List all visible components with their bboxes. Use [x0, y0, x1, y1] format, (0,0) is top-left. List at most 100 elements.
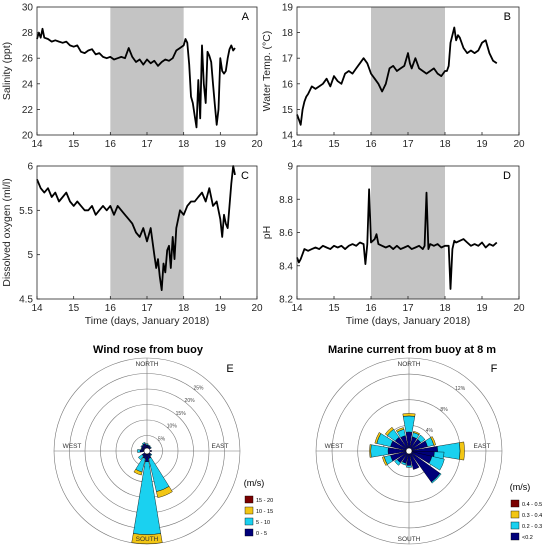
x-tick-label: 18 — [178, 139, 190, 150]
legend-swatch — [244, 528, 254, 537]
rose-legend: (m/s) 15 - 20 10 - 15 5 - 10 0 - 5 — [244, 478, 273, 537]
rose-petal-segment — [430, 436, 436, 446]
series-line — [296, 188, 498, 290]
compass-west: WEST — [325, 443, 344, 450]
y-tick-label: 26 — [22, 54, 34, 65]
x-tick-label: 20 — [251, 303, 263, 314]
legend-swatch — [510, 499, 520, 508]
x-tick-label: 16 — [105, 139, 117, 150]
y-tick-label: 6 — [27, 162, 33, 173]
panel-letter: E — [226, 363, 233, 375]
legend-swatch — [244, 495, 254, 504]
rose-petal-segment — [370, 444, 389, 458]
x-tick-label: 18 — [439, 303, 451, 314]
rose-petal-segment — [374, 432, 382, 444]
rose-title: Wind rose from buoy — [93, 344, 204, 356]
rose-petal-segment — [428, 456, 445, 471]
ring-label: 15% — [176, 411, 187, 417]
y-axis-label: pH — [261, 226, 273, 239]
y-tick-label: 5.5 — [19, 206, 33, 217]
rose-petal-segment — [133, 469, 143, 476]
rose-petal-segment — [156, 486, 173, 498]
y-tick-label: 9 — [287, 162, 293, 173]
ring-label: 4% — [426, 428, 434, 434]
shaded-period — [110, 7, 184, 135]
legend-label: 10 - 15 — [256, 509, 273, 515]
legend-label: 0.3 - 0.4 — [522, 513, 542, 519]
panel-F: Marine current from buoy at 8 m F 4% 8% 12% N… — [315, 344, 542, 545]
x-tick-label: 20 — [513, 139, 525, 150]
x-tick-label: 19 — [215, 139, 227, 150]
legend-label: 0.4 - 0.5 — [522, 502, 542, 508]
ring-label: 8% — [440, 407, 448, 413]
compass-west: WEST — [63, 443, 82, 450]
shaded-period — [371, 7, 445, 135]
compass-east: EAST — [474, 443, 491, 450]
panel-letter: C — [241, 170, 249, 182]
legend-label: 0 - 5 — [256, 531, 267, 537]
legend-title: (m/s) — [510, 482, 531, 492]
rose-petal-segment — [138, 454, 144, 460]
panel-letter: A — [242, 11, 250, 23]
y-tick-label: 19 — [282, 3, 294, 14]
y-tick-label: 18 — [282, 28, 294, 39]
series-line — [36, 27, 236, 129]
ring-label: 25% — [193, 386, 204, 392]
rose-petal-segment — [401, 461, 407, 466]
y-tick-label: 14 — [282, 131, 294, 142]
y-tick-label: 28 — [22, 28, 34, 39]
panel-D: 14 15 16 17 18 19 20 8.2 8.4 8.6 8.8 9 DpH Time (days… — [261, 162, 525, 328]
legend-swatch — [244, 517, 254, 526]
rose-center — [405, 447, 413, 455]
x-tick-label: 17 — [402, 303, 414, 314]
panel-E: Wind rose from buoy E 5%10% 15% 20% 25% NORTH E… — [53, 344, 273, 545]
x-tick-label: 15 — [328, 139, 340, 150]
series-line — [296, 26, 498, 126]
legend-label: 5 - 10 — [256, 520, 270, 526]
shaded-period — [371, 166, 445, 299]
rose-legend: (m/s) 0.4 - 0.5 0.3 - 0.4 0.2 - 0.3 <0.2 — [510, 482, 542, 541]
rose-petal-segment — [431, 473, 442, 484]
compass-south: SOUTH — [136, 536, 159, 543]
x-tick-label: 17 — [141, 303, 153, 314]
rose-petal-segment — [147, 444, 151, 447]
shaded-period — [110, 166, 184, 299]
rose-petal-segment — [369, 444, 372, 458]
y-tick-label: 4.5 — [19, 295, 33, 306]
y-tick-label: 16 — [282, 79, 294, 90]
rose-petal-segment — [394, 459, 401, 466]
legend-label: <0.2 — [522, 535, 533, 541]
x-tick-label: 19 — [476, 303, 488, 314]
y-tick-label: 8.6 — [279, 228, 293, 239]
panel-A: 14 15 16 17 18 19 20 20 22 24 26 28 30 A Salinity (ppt… — [1, 3, 263, 151]
rose-petal-segment — [413, 430, 421, 436]
rose-petal-segment — [140, 444, 144, 448]
x-tick-label: 20 — [251, 139, 263, 150]
ring-label: 5% — [158, 436, 166, 442]
legend-label: 0.2 - 0.3 — [522, 524, 542, 530]
x-tick-label: 19 — [476, 139, 488, 150]
x-tick-label: 17 — [141, 139, 153, 150]
y-tick-label: 8.8 — [279, 195, 293, 206]
x-tick-label: 15 — [68, 139, 80, 150]
rose-title: Marine current from buoy at 8 m — [328, 344, 496, 356]
legend-swatch — [510, 521, 520, 530]
rose-petal-segment — [149, 446, 152, 449]
x-axis-label: Time (days, January 2018) — [346, 315, 471, 327]
x-tick-label: 14 — [31, 303, 43, 314]
x-tick-label: 18 — [178, 303, 190, 314]
panel-letter: F — [491, 363, 498, 375]
x-tick-label: 15 — [68, 303, 80, 314]
x-tick-label: 17 — [402, 139, 414, 150]
y-tick-label: 30 — [22, 3, 34, 14]
ring-label: 20% — [185, 398, 196, 404]
x-tick-label: 14 — [291, 139, 303, 150]
legend-swatch — [244, 506, 254, 515]
x-tick-label: 19 — [215, 303, 227, 314]
panel-B: 14 15 16 17 18 19 20 14 15 16 17 18 19 B Water Temp. (… — [261, 3, 525, 151]
rose-petal-segment — [149, 453, 153, 457]
x-tick-label: 14 — [31, 139, 43, 150]
rose-petal-segment — [417, 434, 426, 443]
rose-petal-segment — [131, 533, 163, 545]
